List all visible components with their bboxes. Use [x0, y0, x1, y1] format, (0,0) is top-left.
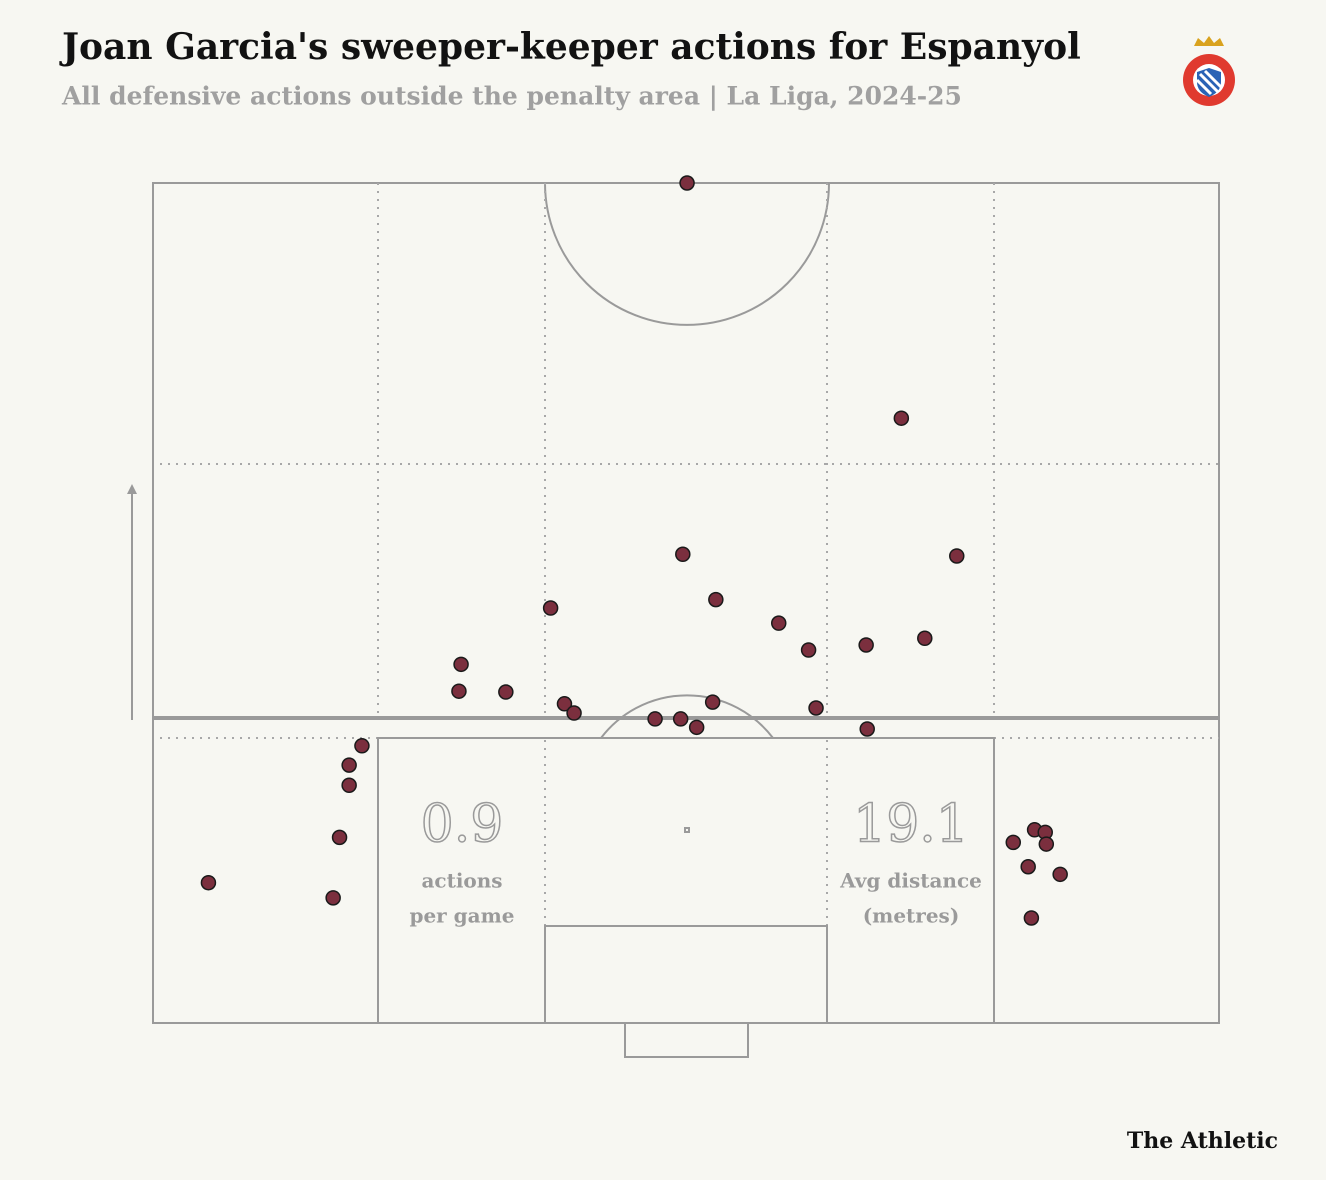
- action-point: [542, 600, 559, 616]
- action-point: [893, 410, 910, 426]
- action-point: [675, 546, 691, 563]
- action-point: [708, 591, 724, 608]
- action-point: [859, 721, 875, 737]
- action-point: [556, 696, 573, 712]
- action-point: [325, 890, 341, 906]
- action-point: [331, 829, 348, 846]
- stat-label: actions: [421, 869, 502, 893]
- stat-value: 19.1: [853, 795, 969, 855]
- action-point: [688, 719, 705, 736]
- action-point: [354, 738, 370, 754]
- action-point: [341, 757, 357, 773]
- stat-label: (metres): [863, 904, 960, 928]
- action-point: [1038, 836, 1055, 852]
- stat-label: Avg distance: [839, 869, 982, 893]
- stat-value: 0.9: [421, 795, 504, 855]
- action-point: [498, 684, 514, 700]
- stat-label: per game: [409, 904, 514, 928]
- action-point: [800, 642, 817, 658]
- action-point: [704, 694, 721, 710]
- action-point: [341, 777, 357, 794]
- club-logo: [1183, 36, 1235, 106]
- action-point: [858, 637, 874, 653]
- action-point: [1020, 859, 1036, 875]
- source: The Athletic: [1127, 1128, 1278, 1154]
- action-point: [1023, 910, 1040, 926]
- action-point: [917, 630, 933, 647]
- action-point: [647, 711, 663, 727]
- action-point: [679, 175, 695, 191]
- chart-subtitle: All defensive actions outside the penalt…: [61, 82, 962, 111]
- action-point: [808, 700, 824, 716]
- action-point: [451, 683, 467, 699]
- action-point: [200, 874, 217, 891]
- action-point: [672, 711, 689, 727]
- action-point: [566, 705, 582, 721]
- pitch: [127, 182, 1220, 1058]
- action-point: [453, 656, 469, 673]
- action-point: [949, 548, 965, 564]
- chart-title: Joan Garcia's sweeper-keeper actions for…: [59, 26, 1081, 68]
- action-point: [1005, 834, 1022, 851]
- action-point: [770, 615, 787, 631]
- action-point: [1052, 866, 1068, 883]
